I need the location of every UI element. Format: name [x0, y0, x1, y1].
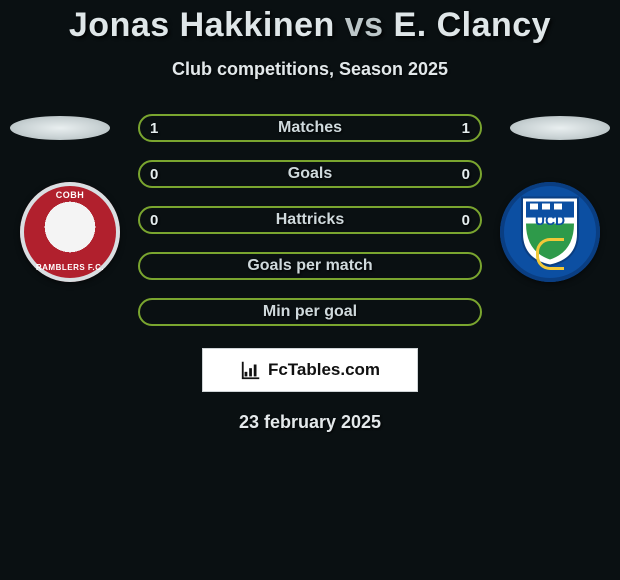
stat-label: Min per goal	[140, 300, 480, 324]
stat-label: Hattricks	[140, 208, 480, 232]
stat-value-left: 0	[150, 208, 158, 232]
stat-label: Goals	[140, 162, 480, 186]
player1-halo	[10, 116, 110, 140]
brand-text: FcTables.com	[268, 360, 380, 380]
player2-name: E. Clancy	[394, 6, 552, 44]
stat-bar-hattricks: 0 Hattricks 0	[138, 206, 482, 234]
stat-value-left: 0	[150, 162, 158, 186]
subtitle: Club competitions, Season 2025	[0, 59, 620, 80]
brand-box[interactable]: FcTables.com	[202, 348, 418, 392]
date-label: 23 february 2025	[0, 412, 620, 433]
page-title: Jonas Hakkinen vs E. Clancy	[0, 0, 620, 45]
crest-left-top-text: COBH	[20, 190, 120, 200]
stat-label: Goals per match	[140, 254, 480, 278]
player1-name: Jonas Hakkinen	[69, 6, 335, 44]
stat-bar-matches: 1 Matches 1	[138, 114, 482, 142]
club-crest-left: COBH RAMBLERS F.C.	[20, 182, 120, 282]
stat-bar-min-per-goal: Min per goal	[138, 298, 482, 326]
crest-left-bottom-text: RAMBLERS F.C.	[20, 263, 120, 272]
stat-value-right: 1	[462, 116, 470, 140]
club-crest-right: UCD	[500, 182, 600, 282]
player2-halo	[510, 116, 610, 140]
stat-bar-goals-per-match: Goals per match	[138, 252, 482, 280]
stat-value-right: 0	[462, 208, 470, 232]
harp-icon	[536, 238, 564, 270]
vs-label: vs	[345, 6, 384, 44]
comparison-stage: COBH RAMBLERS F.C. UCD 1 Matches 1 0 Goa…	[0, 114, 620, 433]
stat-bar-goals: 0 Goals 0	[138, 160, 482, 188]
chart-icon	[240, 359, 262, 381]
stat-label: Matches	[140, 116, 480, 140]
crest-right-top-text: UCD	[500, 212, 600, 228]
stat-value-right: 0	[462, 162, 470, 186]
stat-bars: 1 Matches 1 0 Goals 0 0 Hattricks 0 Goal…	[138, 114, 482, 326]
stat-value-left: 1	[150, 116, 158, 140]
